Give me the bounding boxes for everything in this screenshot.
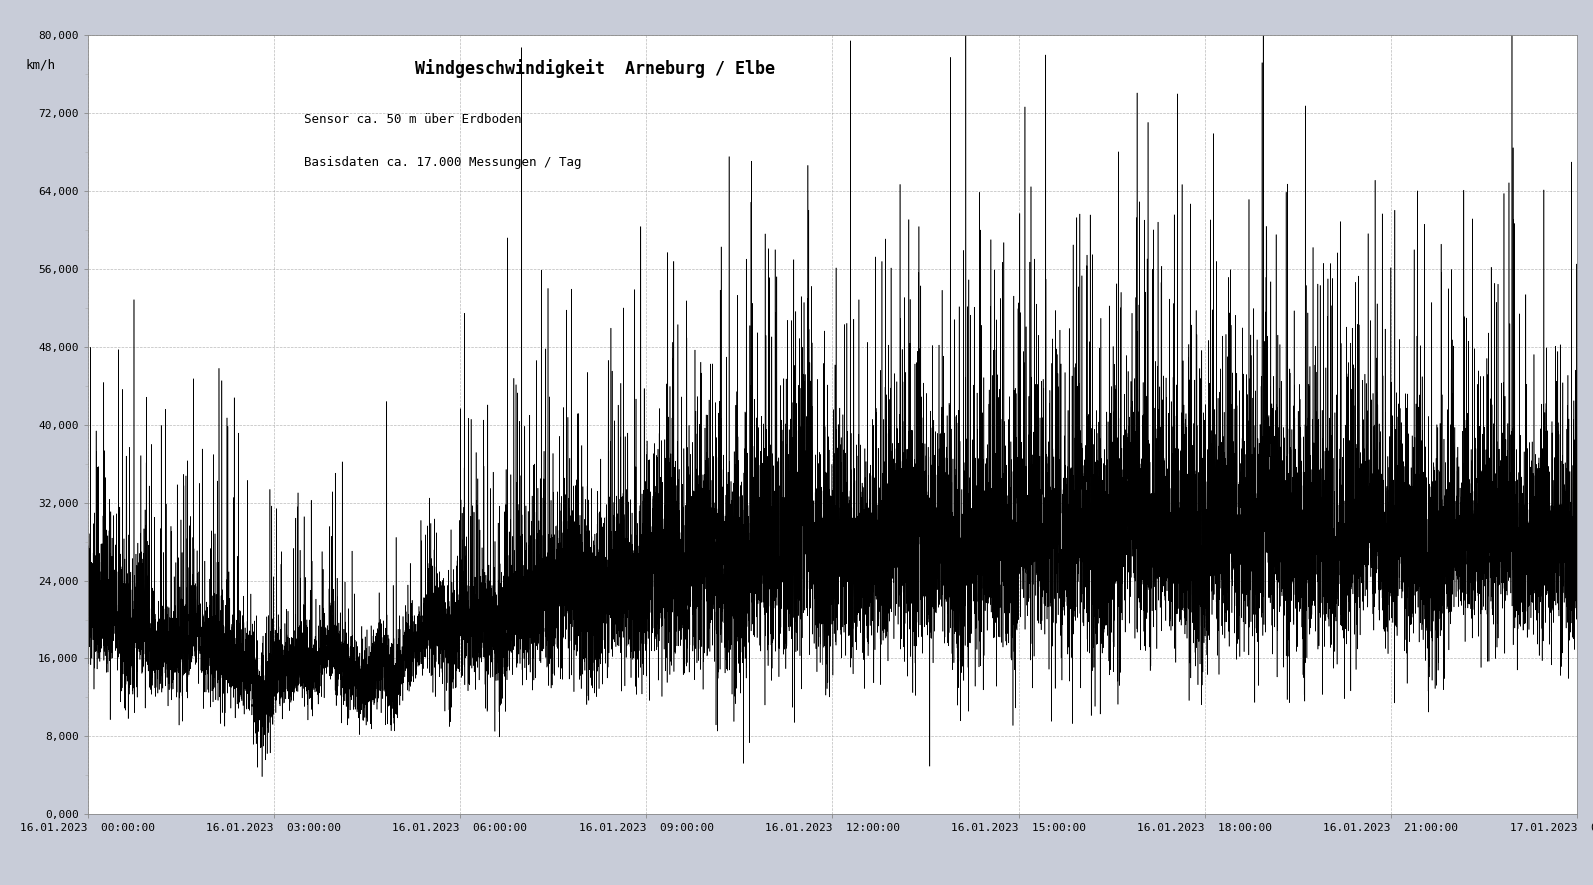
- Text: Sensor ca. 50 m über Erdboden: Sensor ca. 50 m über Erdboden: [304, 113, 521, 127]
- Text: km/h: km/h: [25, 58, 56, 72]
- Text: Basisdaten ca. 17.000 Messungen / Tag: Basisdaten ca. 17.000 Messungen / Tag: [304, 156, 581, 169]
- Text: Windgeschwindigkeit  Arneburg / Elbe: Windgeschwindigkeit Arneburg / Elbe: [416, 58, 776, 78]
